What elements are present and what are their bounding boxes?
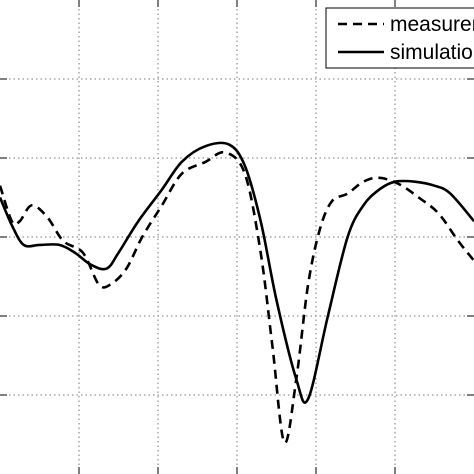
legend-label-simulation: simulation [390,41,474,64]
series-line-simulation [0,141,474,404]
legend-label-measurement: measurement [390,13,474,36]
series-layer [0,141,474,444]
legend: measurement simulation [325,7,474,69]
legend-box [325,7,474,69]
series-line-measurement [0,150,474,444]
